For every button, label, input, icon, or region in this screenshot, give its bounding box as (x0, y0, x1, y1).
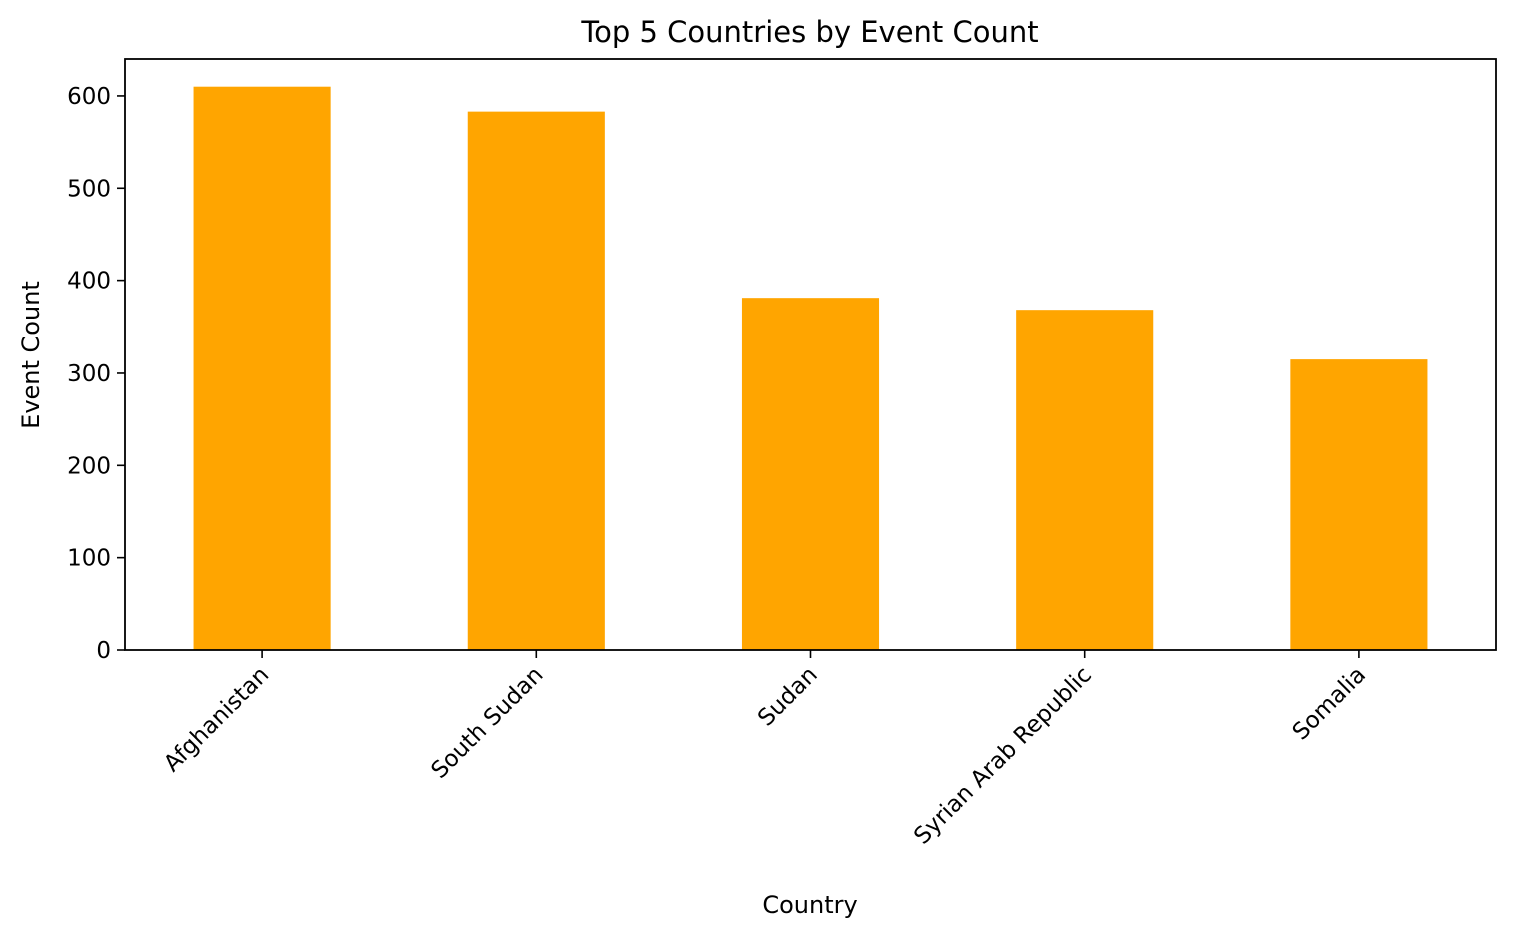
bar-south-sudan (467, 111, 605, 651)
x-tick-label: Syrian Arab Republic (909, 662, 1097, 850)
bars-layer (193, 86, 1428, 651)
x-tick-label: Sudan (753, 662, 823, 732)
bar-syrian-arab-republic (1016, 310, 1154, 650)
y-tick-label: 200 (67, 453, 111, 479)
bar-afghanistan (193, 86, 331, 650)
y-axis-label: Event Count (17, 281, 45, 429)
x-tick-label: Somalia (1288, 662, 1371, 745)
y-tick-label: 600 (67, 84, 111, 110)
bar-somalia (1290, 359, 1428, 650)
y-tick-label: 300 (67, 361, 111, 387)
chart-title: Top 5 Countries by Event Count (580, 15, 1038, 49)
y-tick-label: 100 (67, 546, 111, 572)
y-tick-label: 0 (96, 638, 111, 664)
x-tick-label: Afghanistan (159, 662, 274, 777)
y-axis: 0 100 200 300 400 500 600 (67, 84, 125, 664)
x-axis-label: Country (762, 891, 857, 919)
y-tick-label: 400 (67, 269, 111, 295)
y-tick-label: 500 (67, 176, 111, 202)
x-axis: Afghanistan South Sudan Sudan Syrian Arab R… (159, 650, 1371, 850)
bar-sudan (741, 298, 880, 650)
x-tick-label: South Sudan (426, 662, 548, 784)
